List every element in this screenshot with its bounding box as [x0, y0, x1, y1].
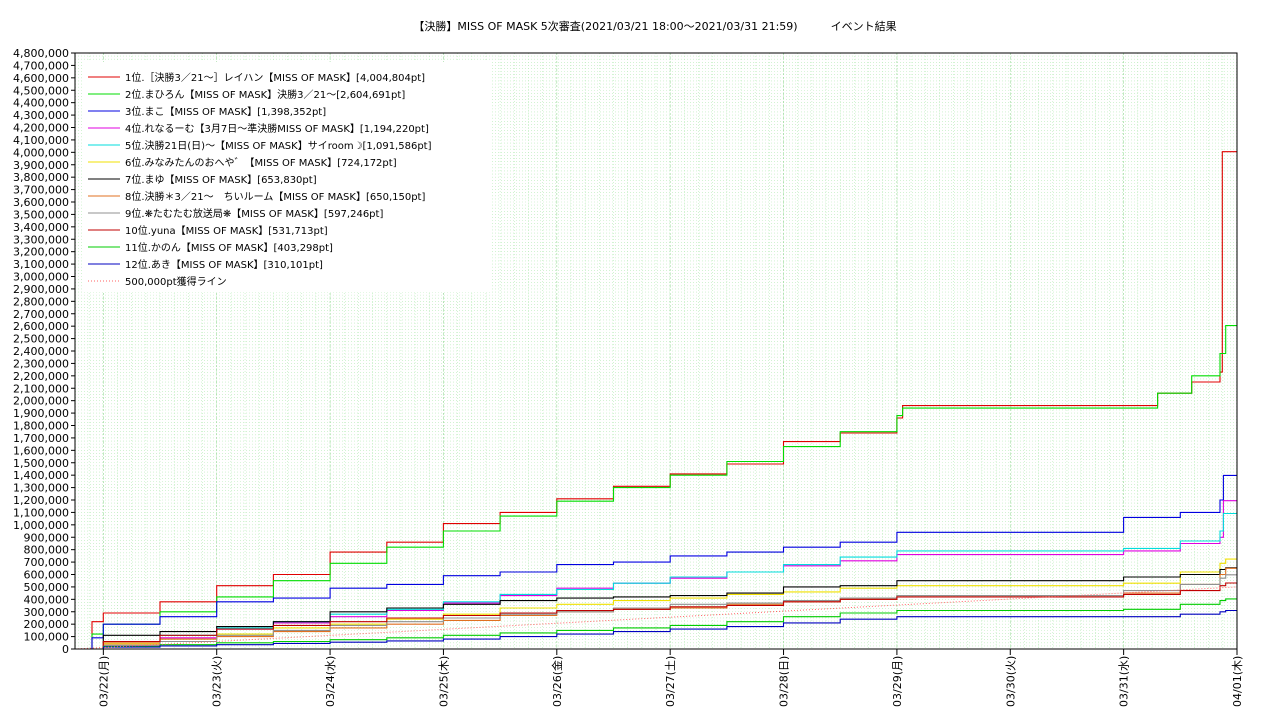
y-tick-label: 4,700,000 [13, 59, 69, 72]
y-tick-label: 1,800,000 [13, 420, 69, 433]
y-tick-label: 1,900,000 [13, 407, 69, 420]
legend-label-11: 11位.かのん【MISS OF MASK】[403,298pt] [125, 241, 333, 254]
y-tick-label: 2,300,000 [13, 357, 69, 370]
y-tick-label: 1,100,000 [13, 506, 69, 519]
legend-label-2: 2位.まひろん【MISS OF MASK】決勝3／21～[2,604,691pt… [125, 88, 405, 101]
y-tick-label: 4,800,000 [13, 47, 69, 60]
y-tick-label: 500,000 [24, 581, 70, 594]
y-tick-label: 2,400,000 [13, 345, 69, 358]
y-tick-label: 2,900,000 [13, 283, 69, 296]
x-tick-label: 03/30(火) [1004, 656, 1017, 707]
y-tick-label: 1,200,000 [13, 494, 69, 507]
x-tick-label: 03/29(月) [891, 656, 904, 707]
y-tick-label: 100,000 [24, 631, 70, 644]
x-tick-label: 03/28(日) [778, 656, 791, 707]
chart-title: 【決勝】MISS OF MASK 5次審査(2021/03/21 18:00～2… [413, 19, 896, 33]
y-tick-label: 400,000 [24, 593, 70, 606]
y-tick-label: 3,000,000 [13, 271, 69, 284]
x-tick-label: 03/31(水) [1118, 656, 1131, 707]
series-lines [74, 151, 1238, 650]
grid-lines [74, 53, 1238, 649]
series-line-13 [74, 586, 1238, 650]
x-tick-label: 03/25(木) [437, 656, 450, 707]
y-tick-label: 1,700,000 [13, 432, 69, 445]
y-tick-label: 2,100,000 [13, 382, 69, 395]
legend-label-8: 8位.決勝＊3／21～ ちいルーム【MISS OF MASK】[650,150p… [125, 190, 425, 203]
y-tick-label: 2,700,000 [13, 308, 69, 321]
legend-label-5: 5位.決勝21日(日)～【MISS OF MASK】サイroom☽[1,091,… [125, 139, 432, 152]
y-tick-label: 3,900,000 [13, 159, 69, 172]
y-tick-label: 3,800,000 [13, 171, 69, 184]
y-tick-label: 3,600,000 [13, 196, 69, 209]
legend-label-7: 7位.まゆ【MISS OF MASK】[653,830pt] [125, 173, 317, 186]
y-tick-label: 2,800,000 [13, 295, 69, 308]
y-tick-label: 1,000,000 [13, 519, 69, 532]
legend-box [82, 62, 490, 292]
legend-label-6: 6位.みなみたんのおへや゛【MISS OF MASK】[724,172pt] [125, 156, 397, 169]
legend-label-3: 3位.まこ【MISS OF MASK】[1,398,352pt] [125, 105, 326, 118]
y-tick-label: 1,400,000 [13, 469, 69, 482]
x-tick-label: 03/24(水) [324, 656, 337, 707]
y-tick-label: 700,000 [24, 556, 70, 569]
y-tick-label: 2,500,000 [13, 333, 69, 346]
y-tick-label: 0 [62, 643, 69, 656]
y-tick-label: 1,500,000 [13, 457, 69, 470]
series-line-9 [75, 574, 1237, 650]
y-tick-label: 2,600,000 [13, 320, 69, 333]
y-tick-label: 4,500,000 [13, 84, 69, 97]
y-tick-label: 4,100,000 [13, 134, 69, 147]
y-tick-label: 3,100,000 [13, 258, 69, 271]
y-tick-label: 3,300,000 [13, 233, 69, 246]
y-tick-label: 1,300,000 [13, 482, 69, 495]
x-tick-label: 03/27(土) [664, 656, 677, 707]
y-tick-label: 800,000 [24, 544, 70, 557]
y-tick-label: 900,000 [24, 531, 70, 544]
legend-label-10: 10位.yuna【MISS OF MASK】[531,713pt] [125, 224, 328, 237]
series-line-5 [75, 512, 1237, 650]
y-tick-label: 2,000,000 [13, 395, 69, 408]
legend: 1位.［決勝3／21～］レイハン【MISS OF MASK】[4,004,804… [82, 62, 490, 292]
series-line-3 [75, 474, 1237, 650]
y-tick-label: 4,200,000 [13, 122, 69, 135]
x-tick-label: 03/23(火) [211, 656, 224, 707]
y-tick-label: 300,000 [24, 606, 70, 619]
x-tick-label: 04/01(木) [1231, 656, 1244, 707]
y-tick-label: 3,500,000 [13, 208, 69, 221]
legend-label-1: 1位.［決勝3／21～］レイハン【MISS OF MASK】[4,004,804… [125, 71, 425, 84]
y-tick-label: 4,600,000 [13, 72, 69, 85]
x-tick-label: 03/26(金) [550, 656, 564, 707]
series-line-11 [75, 598, 1237, 650]
x-axis: 03/22(月) 03/23(火) 03/24(水) 03/25(木) 03/26(金)… [97, 649, 1244, 707]
series-line-10 [75, 582, 1237, 650]
x-tick-label: 03/22(月) [97, 656, 110, 707]
y-axis: 0100,000200,000300,000400,000500,000600,… [13, 47, 75, 656]
legend-label-13: 500,000pt獲得ライン [125, 275, 227, 288]
y-tick-label: 4,000,000 [13, 146, 69, 159]
legend-label-12: 12位.あき【MISS OF MASK】[310,101pt] [125, 258, 323, 271]
y-tick-label: 200,000 [24, 618, 70, 631]
series-line-7 [75, 567, 1237, 650]
legend-label-4: 4位.れなるーむ【3月7日～準決勝MISS OF MASK】[1,194,220… [125, 122, 429, 135]
series-line-6 [75, 558, 1237, 650]
series-line-12 [75, 609, 1237, 650]
y-tick-label: 1,600,000 [13, 444, 69, 457]
legend-label-9: 9位.❋たむたむ放送局❋【MISS OF MASK】[597,246pt] [125, 207, 383, 220]
y-tick-label: 4,400,000 [13, 97, 69, 110]
y-tick-label: 3,700,000 [13, 184, 69, 197]
y-tick-label: 3,400,000 [13, 221, 69, 234]
y-tick-label: 3,200,000 [13, 246, 69, 259]
y-tick-label: 4,300,000 [13, 109, 69, 122]
y-tick-label: 600,000 [24, 569, 70, 582]
y-tick-label: 2,200,000 [13, 370, 69, 383]
